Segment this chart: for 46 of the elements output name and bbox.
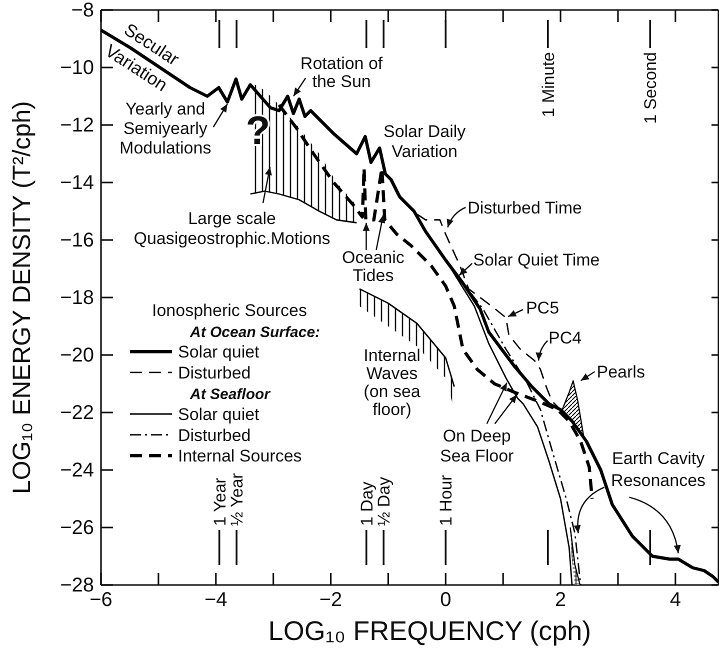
ref-line-label: ½ Year (228, 472, 247, 526)
annotation: Large scale Quasigeostrophic.Motions (134, 208, 330, 248)
ref-line-label: 1 Day (357, 481, 376, 526)
ref-line-label: 1 Second (641, 52, 660, 124)
y-tick-label: −12 (60, 114, 94, 136)
ref-line-label: 1 Year (210, 477, 230, 526)
annotation: PC4 (548, 328, 582, 348)
annotation: Solar Daily Variation (383, 122, 466, 161)
y-tick-label: −26 (60, 516, 94, 539)
y-tick-label: −22 (60, 402, 94, 424)
x-tick-label: −4 (204, 589, 228, 612)
x-tick-label: 2 (554, 589, 566, 612)
y-tick-label: −10 (60, 56, 94, 79)
annotation: At Seafloor (189, 386, 272, 404)
annotation: Yearly and Semiyearly Modulations (120, 99, 212, 158)
annotation: Solar Quiet Time (473, 250, 600, 270)
legend-label: Disturbed (178, 426, 251, 445)
legend-label: Solar quiet (178, 342, 260, 362)
ref-line-label: 1 Minute (538, 52, 558, 118)
annotation: PC5 (526, 298, 560, 318)
annotation: Disturbed Time (468, 198, 582, 218)
y-axis-title: LOG₁₀ ENERGY DENSITY (T²/cph) (8, 101, 36, 494)
x-tick-label: −2 (319, 589, 342, 612)
x-tick-label: 0 (440, 589, 452, 612)
legend-title: Ionospheric Sources (152, 301, 307, 320)
annotation: Pearls (596, 362, 645, 382)
x-tick-label: 4 (670, 589, 681, 612)
legend-label: Solar quiet (178, 405, 260, 424)
y-tick-label: −18 (60, 286, 94, 309)
annotation: Rotation of the Sun (300, 54, 383, 92)
annotation: Oceanic Tides (342, 248, 405, 285)
annotation: Internal Waves (on sea floor) (364, 346, 421, 419)
legend-label: Disturbed (178, 363, 251, 382)
y-tick-label: −24 (60, 459, 94, 482)
annotation: Earth Cavity Resonances (611, 449, 706, 490)
legend-label: Internal Sources (178, 446, 302, 466)
ref-line-label: ½ Day (374, 476, 394, 526)
ref-line-label: 1 Hour (436, 474, 456, 526)
annotation: At Ocean Surface: (189, 324, 320, 341)
x-axis-title: LOG₁₀ FREQUENCY (cph) (268, 616, 592, 646)
y-tick-label: −20 (60, 344, 94, 366)
y-tick-label: −14 (60, 172, 94, 194)
y-tick-label: −28 (60, 574, 94, 596)
y-tick-label: −16 (60, 229, 94, 252)
y-tick-label: −8 (71, 0, 94, 22)
annotation: On Deep Sea Floor (440, 426, 514, 466)
